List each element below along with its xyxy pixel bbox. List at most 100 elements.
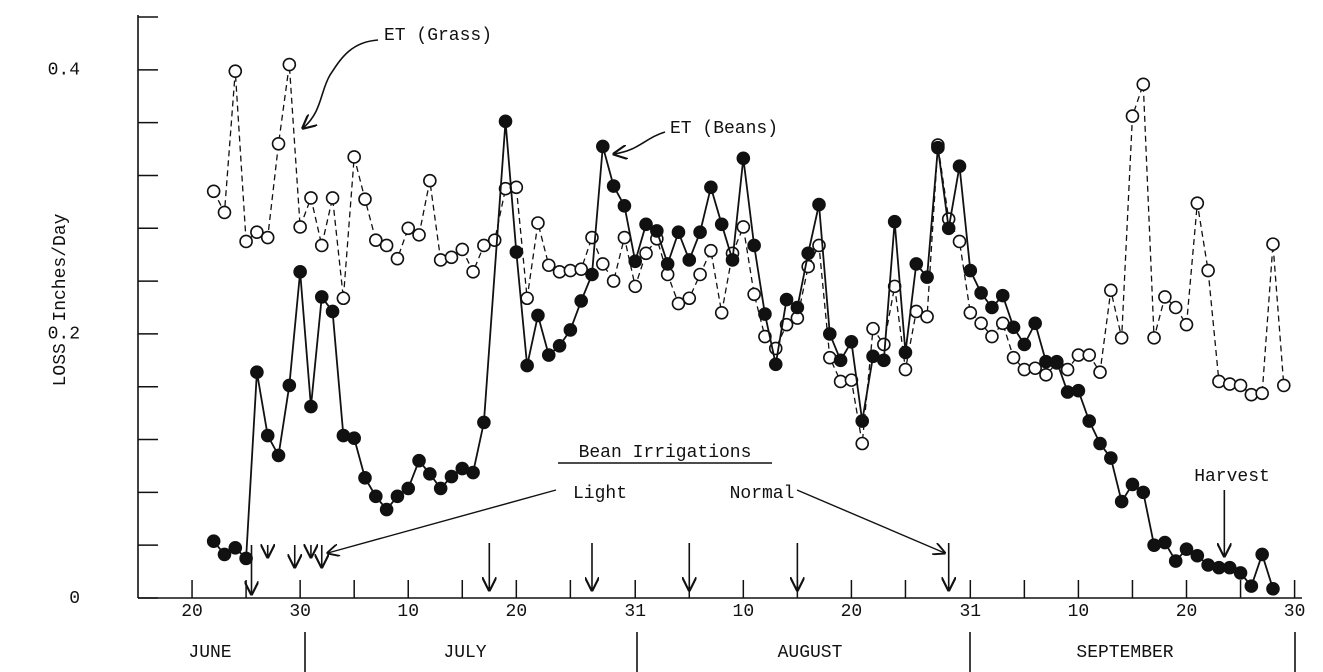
data-point [920,309,934,324]
data-point [1168,554,1183,568]
data-point [606,179,621,193]
pointer-line [796,489,945,553]
data-point [477,415,491,430]
data-point [1136,485,1151,500]
data-point [541,258,556,273]
data-point [250,225,264,240]
data-point [693,225,707,240]
data-point [1039,368,1053,382]
data-point [423,173,437,188]
y-tick-label: 0.4 [48,61,80,81]
data-point [898,345,913,360]
data-point [909,257,924,271]
y-axis-label: LOSS Inches/Day [51,213,71,386]
data-point [358,192,372,207]
x-tick-label: 10 [733,602,755,622]
data-point [1114,331,1129,345]
y-tick-label: 0.2 [48,325,80,345]
data-point [1028,361,1042,376]
data-point [822,327,837,341]
data-point [239,234,253,249]
data-point [736,220,751,234]
data-point [498,114,513,129]
data-point [347,150,361,164]
x-tick-label: 20 [841,602,863,622]
data-point [206,184,221,199]
data-point [574,294,588,308]
data-point [390,489,405,504]
data-point [444,469,459,484]
data-point [768,357,783,372]
data-point [639,246,653,261]
series-line [213,64,1285,444]
data-point [1179,542,1194,556]
x-tick-label: 31 [624,602,646,622]
data-point [1190,548,1205,563]
data-point [920,270,934,284]
data-point [271,136,286,151]
data-point [412,453,426,468]
series-label: ET (Beans) [670,119,778,139]
data-point [325,304,340,319]
data-point [606,274,621,288]
data-point [790,300,805,315]
data-point [1168,300,1183,315]
data-point [952,234,967,249]
data-point [758,307,772,321]
data-point [314,238,329,253]
data-point [1136,77,1151,92]
data-point [693,267,707,282]
data-point [660,257,675,271]
data-point [520,358,534,373]
data-point [1244,579,1259,593]
data-point [1201,263,1215,278]
data-point [347,431,361,446]
series-line [212,121,1274,590]
data-point [671,296,686,311]
data-point [1093,436,1107,451]
data-point [1060,362,1075,377]
x-tick-label: 10 [397,602,419,622]
month-label: AUGUST [778,643,843,663]
data-point [682,253,697,267]
data-point [531,216,545,230]
data-point [682,291,697,306]
irrigation-title: Bean Irrigations [579,443,752,463]
data-point [466,465,480,480]
data-point [779,292,794,307]
data-point [736,151,751,166]
data-point [812,197,826,212]
annotation-arrow [614,131,666,154]
data-point [585,267,599,282]
data-point [974,286,988,300]
data-point [1017,337,1032,352]
data-point [217,547,232,562]
data-point [444,250,459,265]
data-point [574,262,588,277]
data-point [228,541,243,555]
data-point [941,221,956,236]
data-point [563,323,578,337]
data-point [228,64,243,78]
data-point [1233,378,1248,393]
data-point [1104,283,1118,298]
harvest-label: Harvest [1194,467,1270,487]
x-tick-label: 20 [506,602,528,622]
data-point [1082,414,1097,428]
data-point [1006,320,1021,335]
data-point [595,257,610,271]
data-point [358,471,372,485]
data-point [260,230,275,245]
data-point [1222,560,1237,575]
data-point [704,243,718,258]
data-point [412,228,426,242]
x-tick-label: 10 [1068,602,1090,622]
data-point [714,217,729,232]
month-label: SEPTEMBER [1076,643,1173,663]
data-point [379,502,394,517]
data-point [1006,350,1021,365]
data-point [931,140,945,155]
data-point [1071,383,1086,398]
data-point [250,365,264,380]
